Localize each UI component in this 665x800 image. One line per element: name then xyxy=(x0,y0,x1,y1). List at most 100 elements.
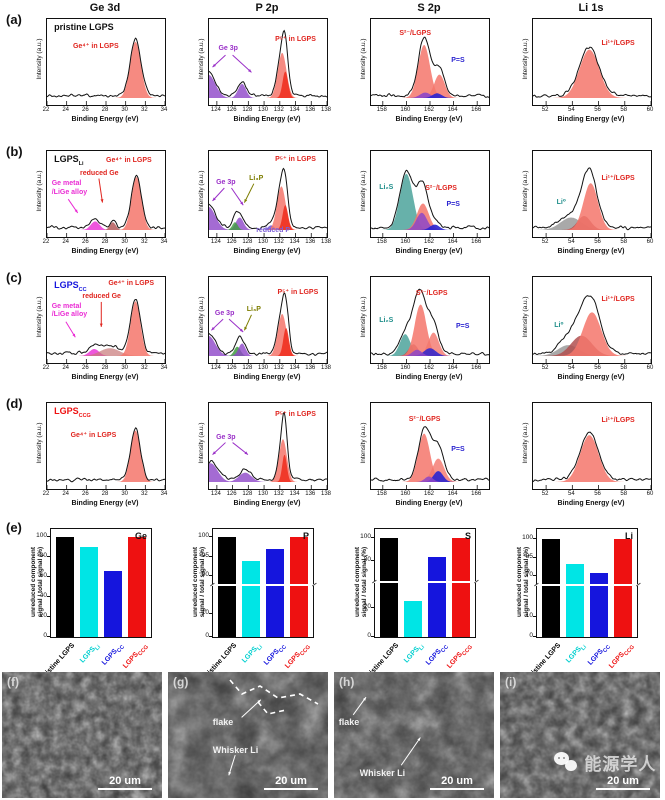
y-tick-label: 70 xyxy=(525,570,533,578)
plot-area: Ge metal/LiGe alloy reduced Ge Ge⁴⁺ in LGP… xyxy=(46,276,166,364)
peak-label: P=S xyxy=(451,56,465,64)
x-tick-label: 60 xyxy=(646,491,654,497)
y-tick-label: 85 xyxy=(525,552,533,560)
x-tick-label: 160 xyxy=(400,491,411,497)
scale-bar-label: 20 um xyxy=(441,774,473,787)
peak-label: Li¹⁺/LGPS xyxy=(601,416,635,424)
x-tick-label: 126 xyxy=(226,365,237,371)
spectrum-svg xyxy=(532,167,652,237)
sem-annotation: flake xyxy=(212,717,234,728)
xps-panel: Intensity (a.u.) Li⁰ Li¹⁺/LGPS 52 54 56 58 60 Bi… xyxy=(516,150,664,262)
scale-bar-line xyxy=(430,787,484,790)
peak-label: Li₃P xyxy=(249,175,264,183)
bar-0 xyxy=(542,539,560,637)
x-tick-label: 134 xyxy=(289,365,300,371)
plot-area: Ge metal/LiGe alloy reduced Ge Ge⁴⁺ in LGP… xyxy=(46,150,166,238)
spectrum-svg xyxy=(208,411,328,489)
x-axis-label: Binding Energy (eV) xyxy=(557,116,625,123)
x-tick-label: 130 xyxy=(258,491,269,497)
y-tick-mark xyxy=(209,555,213,557)
peak-label: Li⁰ xyxy=(554,321,564,329)
x-tick-label: 22 xyxy=(42,491,50,497)
sem-texture xyxy=(500,672,660,798)
x-tick-label: 34 xyxy=(160,107,168,113)
x-tick-label: 60 xyxy=(646,365,654,371)
category-label: LGPSCCG xyxy=(446,644,474,670)
x-tick-label: 158 xyxy=(376,239,387,245)
spectrum-svg xyxy=(532,46,652,105)
x-axis-label: Binding Energy (eV) xyxy=(395,374,463,381)
x-axis-label: Binding Energy (eV) xyxy=(233,248,301,255)
y-tick-mark xyxy=(47,536,51,538)
peak-label: reduced P xyxy=(256,226,291,234)
bubble-dot xyxy=(558,756,561,759)
x-tick-label: 158 xyxy=(376,365,387,371)
x-tick-label: 28 xyxy=(101,365,109,371)
x-tick-label: 52 xyxy=(541,365,549,371)
sem-annotation: flake xyxy=(338,717,360,728)
plot-area: S²⁻/LGPS P=S xyxy=(370,18,490,106)
y-tick-label: 100 xyxy=(522,534,533,542)
category-label: LGPSCCG xyxy=(284,644,312,670)
plot-area: Ge⁴⁺ in LGPS pristine LGPS xyxy=(46,18,166,106)
x-tick-label: 136 xyxy=(305,239,316,245)
peak-label: Li¹⁺/LGPS xyxy=(601,175,635,183)
plot-area: Li¹⁺/LGPS xyxy=(532,18,652,106)
spectrum-svg xyxy=(370,288,490,363)
sem-letter: (g) xyxy=(173,675,189,689)
bar-chart-panel: unreduced component signal / total signal… xyxy=(516,528,664,681)
x-tick-label: 134 xyxy=(289,239,300,245)
row-letter-(e): (e) xyxy=(6,520,22,535)
x-tick-label: 26 xyxy=(81,491,89,497)
x-tick-label: 166 xyxy=(471,239,482,245)
x-axis-label: Binding Energy (eV) xyxy=(233,374,301,381)
x-tick-label: 30 xyxy=(121,239,128,245)
peak-label: P⁵⁺ in LGPS xyxy=(275,410,316,418)
xps-panel: Intensity (a.u.) Ge 3p Li₃P P⁵⁺ in LGPS redu… xyxy=(192,150,340,262)
chart-title: S xyxy=(464,531,471,541)
y-tick-mark xyxy=(209,536,213,538)
y-tick-label: 100 xyxy=(36,532,47,540)
plot-area: Li⁰ Li¹⁺/LGPS xyxy=(532,276,652,364)
x-axis-label: Binding Energy (eV) xyxy=(395,500,463,507)
y-axis-label: Intensity (a.u.) xyxy=(198,170,205,212)
spectrum-svg xyxy=(370,426,490,489)
y-tick-mark xyxy=(371,536,375,538)
x-tick-label: 128 xyxy=(242,491,253,497)
peak-label: S²⁻/LGPS xyxy=(425,185,457,193)
spectrum-svg xyxy=(532,431,652,489)
xps-panel: Intensity (a.u.) Li₂S S²⁻/LGPS P=S 158 160 162… xyxy=(354,150,502,262)
sem-overlay xyxy=(228,679,319,776)
x-tick-label: 34 xyxy=(160,491,168,497)
xps-panel: Intensity (a.u.) S²⁻/LGPS P=S 158 160 162 164 1… xyxy=(354,402,502,514)
x-tick-label: 138 xyxy=(320,239,332,245)
chart-title: Li xyxy=(625,531,633,541)
xps-panel: Intensity (a.u.) Li⁰ Li¹⁺/LGPS 52 54 56 58 60 Bi… xyxy=(516,276,664,388)
bar-2 xyxy=(266,548,284,637)
peak-label: reduced Ge xyxy=(80,169,119,177)
x-tick-label: 32 xyxy=(140,491,148,497)
spectrum-svg xyxy=(46,174,166,237)
peak-label: P=S xyxy=(451,446,465,453)
spectrum-svg xyxy=(370,169,490,237)
peak-label: P⁵⁺ in LGPS xyxy=(277,289,319,297)
spectrum-svg xyxy=(208,29,328,105)
y-tick-mark xyxy=(533,538,537,540)
x-tick-label: 54 xyxy=(567,239,575,245)
y-tick-label: 20 xyxy=(39,612,47,620)
peak-label: Ge⁴⁺ in LGPS xyxy=(106,157,152,165)
plot-area: Li₂S S²⁻/LGPS P=S xyxy=(370,150,490,238)
scale-bar-label: 20 um xyxy=(109,774,141,787)
y-tick-label: 80 xyxy=(39,552,47,560)
x-tick-label: 60 xyxy=(646,239,654,245)
peak-label: reduced Ge xyxy=(82,293,121,301)
category-label: LGPSLi xyxy=(402,644,426,665)
bar-2 xyxy=(590,573,608,637)
x-tick-label: 26 xyxy=(81,365,89,371)
sem-image-(f): (f) 20 um xyxy=(2,672,162,798)
y-tick-mark xyxy=(47,616,51,618)
peak-label: Li₃P xyxy=(246,306,261,314)
sem-texture xyxy=(168,672,328,798)
bubble-dot xyxy=(563,756,566,759)
bar-3 xyxy=(452,537,470,637)
